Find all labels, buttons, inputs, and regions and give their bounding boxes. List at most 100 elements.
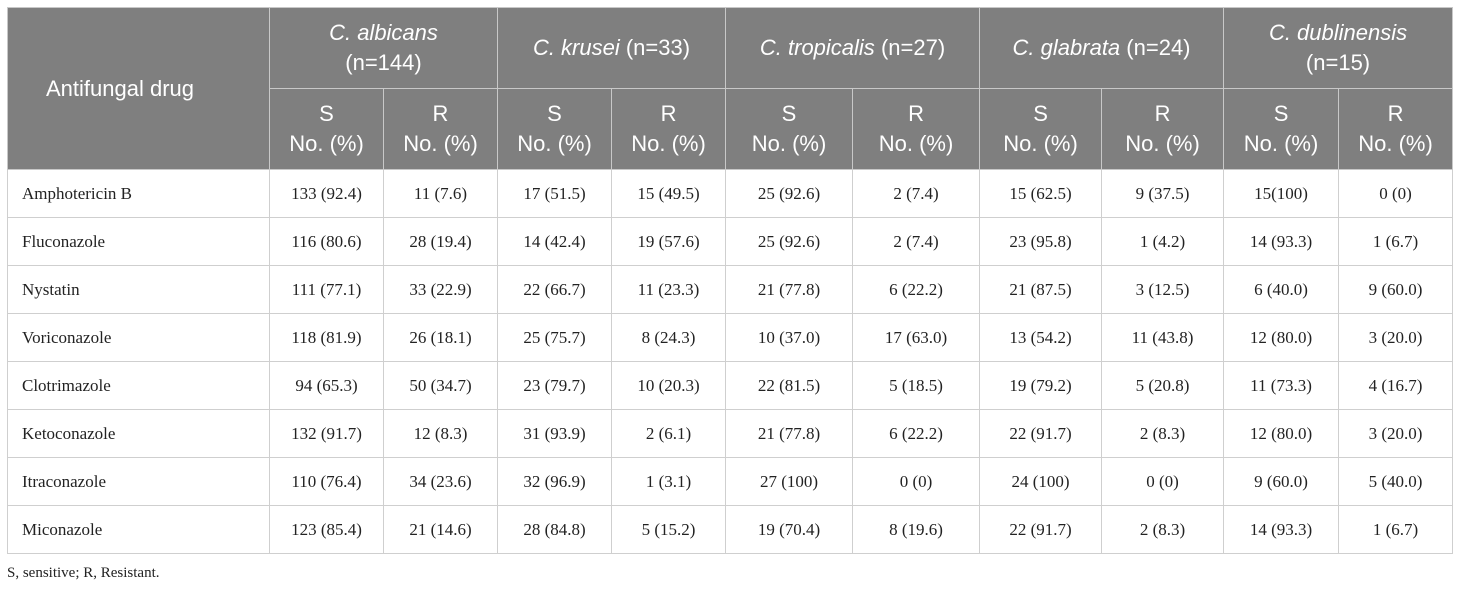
resistant-value-cell: 28 (19.4) <box>383 217 498 266</box>
resistant-value-cell: 9 (60.0) <box>1338 265 1454 314</box>
sensitive-value-cell: 19 (79.2) <box>979 361 1103 410</box>
resistant-label: R <box>1154 101 1171 126</box>
species-count: (n=144) <box>345 50 422 75</box>
sensitive-value-cell: 132 (91.7) <box>269 409 384 458</box>
sensitive-value-cell: 111 (77.1) <box>269 265 384 314</box>
resistant-value-cell: 1 (3.1) <box>610 457 727 506</box>
drug-name-cell: Clotrimazole <box>7 361 270 410</box>
resistant-header: R No. (%) <box>1338 88 1454 170</box>
sensitive-value-cell: 116 (80.6) <box>269 217 384 266</box>
species-header: C. tropicalis (n=27) <box>725 7 981 89</box>
table-footnote: S, sensitive; R, Resistant. <box>7 565 160 581</box>
species-header: C. krusei (n=33) <box>496 7 727 89</box>
sensitive-value-cell: 14 (93.3) <box>1223 505 1340 554</box>
drug-name-cell: Itraconazole <box>7 457 270 506</box>
sensitive-value-cell: 25 (75.7) <box>497 313 612 362</box>
sensitive-label: S <box>781 101 797 126</box>
sub-header-row: S No. (%) R No. (%) S No. (%) R No. (%) S No.… <box>8 88 1454 170</box>
resistant-label: R <box>908 101 924 126</box>
resistant-value-cell: 5 (40.0) <box>1338 457 1454 506</box>
drug-name-cell: Voriconazole <box>7 313 270 362</box>
species-header-row: Antifungal drug C. albicans (n=144) C. k… <box>7 7 1454 170</box>
table-row: Fluconazole 116 (80.6) 28 (19.4) 14 (42.4) 1… <box>7 217 1454 266</box>
resistant-value-cell: 0 (0) <box>1338 169 1454 218</box>
count-percent-label: No. (%) <box>1003 131 1078 156</box>
sensitive-value-cell: 21 (87.5) <box>979 265 1103 314</box>
count-percent-label: No. (%) <box>403 131 478 156</box>
sensitive-value-cell: 23 (79.7) <box>497 361 612 410</box>
sensitive-header: S No. (%) <box>497 88 612 170</box>
species-count: (n=24) <box>1126 35 1191 60</box>
resistant-value-cell: 2 (8.3) <box>1101 505 1225 554</box>
table-row: Itraconazole 110 (76.4) 34 (23.6) 32 (96.9)… <box>7 457 1454 506</box>
resistant-value-cell: 11 (43.8) <box>1101 313 1225 362</box>
resistant-value-cell: 0 (0) <box>852 457 981 506</box>
resistant-value-cell: 9 (37.5) <box>1101 169 1225 218</box>
sensitive-value-cell: 133 (92.4) <box>269 169 384 218</box>
species-name: C. albicans <box>329 20 438 45</box>
sensitive-label: S <box>1033 101 1048 126</box>
drug-name-cell: Fluconazole <box>7 217 270 266</box>
sensitive-value-cell: 15(100) <box>1223 169 1340 218</box>
sensitive-label: S <box>547 101 562 126</box>
resistant-value-cell: 1 (4.2) <box>1101 217 1225 266</box>
resistant-value-cell: 5 (20.8) <box>1101 361 1225 410</box>
table-row: Nystatin 111 (77.1) 33 (22.9) 22 (66.7) 11 (… <box>7 265 1454 314</box>
susceptibility-table: Antifungal drug C. albicans (n=144) C. k… <box>7 7 1454 554</box>
sensitive-value-cell: 17 (51.5) <box>497 169 612 218</box>
resistant-value-cell: 17 (63.0) <box>852 313 981 362</box>
resistant-label: R <box>432 101 449 126</box>
count-percent-label: No. (%) <box>517 131 592 156</box>
resistant-value-cell: 5 (15.2) <box>610 505 727 554</box>
resistant-value-cell: 8 (24.3) <box>610 313 727 362</box>
sensitive-value-cell: 15 (62.5) <box>979 169 1103 218</box>
resistant-value-cell: 4 (16.7) <box>1338 361 1454 410</box>
sensitive-value-cell: 21 (77.8) <box>725 409 854 458</box>
resistant-value-cell: 12 (8.3) <box>383 409 498 458</box>
sensitive-value-cell: 11 (73.3) <box>1223 361 1340 410</box>
resistant-value-cell: 50 (34.7) <box>383 361 498 410</box>
drug-name-cell: Amphotericin B <box>7 169 270 218</box>
table-header: Antifungal drug C. albicans (n=144) C. k… <box>7 7 1454 170</box>
drug-name-cell: Miconazole <box>7 505 270 554</box>
sensitive-header: S No. (%) <box>979 88 1103 170</box>
resistant-value-cell: 2 (8.3) <box>1101 409 1225 458</box>
sensitive-value-cell: 118 (81.9) <box>269 313 384 362</box>
sensitive-label: S <box>319 101 334 126</box>
table-row: Voriconazole 118 (81.9) 26 (18.1) 25 (75.7)… <box>7 313 1454 362</box>
resistant-value-cell: 21 (14.6) <box>383 505 498 554</box>
table-body: Amphotericin B 133 (92.4) 11 (7.6) 17 (51.5… <box>7 169 1454 554</box>
resistant-value-cell: 3 (20.0) <box>1338 313 1454 362</box>
sensitive-value-cell: 32 (96.9) <box>497 457 612 506</box>
resistant-value-cell: 5 (18.5) <box>852 361 981 410</box>
resistant-value-cell: 1 (6.7) <box>1338 505 1454 554</box>
table-row: Amphotericin B 133 (92.4) 11 (7.6) 17 (51.5… <box>7 169 1454 218</box>
species-name: C. tropicalis <box>759 35 875 60</box>
resistant-value-cell: 26 (18.1) <box>383 313 498 362</box>
sensitive-value-cell: 22 (66.7) <box>497 265 612 314</box>
sensitive-value-cell: 94 (65.3) <box>269 361 384 410</box>
sensitive-value-cell: 12 (80.0) <box>1223 409 1340 458</box>
resistant-value-cell: 19 (57.6) <box>610 217 727 266</box>
sensitive-value-cell: 6 (40.0) <box>1223 265 1340 314</box>
resistant-value-cell: 11 (23.3) <box>610 265 727 314</box>
sensitive-value-cell: 22 (91.7) <box>979 409 1103 458</box>
sensitive-value-cell: 14 (93.3) <box>1223 217 1340 266</box>
species-header: C. dublinensis (n=15) <box>1223 7 1454 89</box>
sensitive-value-cell: 27 (100) <box>725 457 854 506</box>
resistant-value-cell: 8 (19.6) <box>852 505 981 554</box>
resistant-value-cell: 3 (12.5) <box>1101 265 1225 314</box>
count-percent-label: No. (%) <box>1358 131 1433 156</box>
resistant-value-cell: 6 (22.2) <box>852 409 981 458</box>
table-row: Clotrimazole 94 (65.3) 50 (34.7) 23 (79.7) 1… <box>7 361 1454 410</box>
sensitive-value-cell: 14 (42.4) <box>497 217 612 266</box>
sensitive-value-cell: 23 (95.8) <box>979 217 1103 266</box>
count-percent-label: No. (%) <box>631 131 706 156</box>
sensitive-value-cell: 25 (92.6) <box>725 169 854 218</box>
resistant-value-cell: 10 (20.3) <box>610 361 727 410</box>
sensitive-value-cell: 110 (76.4) <box>269 457 384 506</box>
species-count: (n=27) <box>880 35 946 60</box>
resistant-label: R <box>1387 101 1404 126</box>
sensitive-value-cell: 12 (80.0) <box>1223 313 1340 362</box>
resistant-header: R No. (%) <box>610 88 727 170</box>
